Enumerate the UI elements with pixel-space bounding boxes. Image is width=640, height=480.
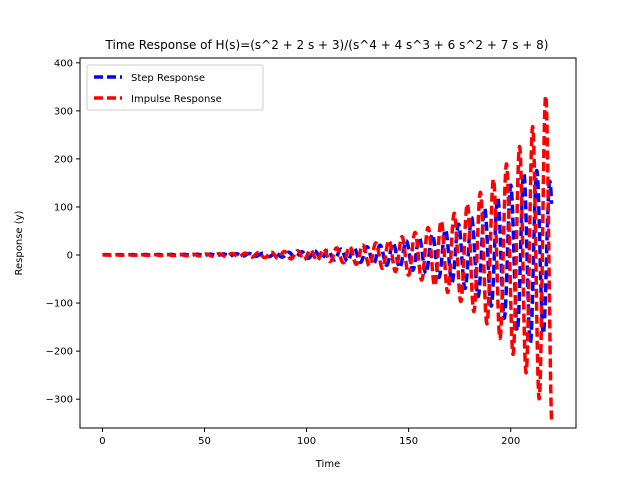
y-axis-label: Response (y) bbox=[14, 210, 25, 275]
x-tick-label: 50 bbox=[198, 436, 211, 447]
y-tick-label: −200 bbox=[46, 347, 73, 358]
y-tick-label: 0 bbox=[67, 251, 73, 262]
x-tick-label: 0 bbox=[99, 436, 105, 447]
y-tick-label: 200 bbox=[54, 154, 73, 165]
x-tick-label: 150 bbox=[399, 436, 418, 447]
plot-area bbox=[100, 94, 554, 420]
legend: Step Response Impulse Response bbox=[86, 64, 264, 111]
legend-label-step: Step Response bbox=[131, 73, 205, 84]
y-tick-label: 400 bbox=[54, 58, 73, 69]
legend-label-impulse: Impulse Response bbox=[131, 94, 222, 105]
x-axis-ticks: 0 50 100 150 200 bbox=[99, 428, 520, 447]
y-tick-label: −100 bbox=[46, 299, 73, 310]
legend-box bbox=[86, 64, 264, 111]
x-tick-label: 100 bbox=[297, 436, 316, 447]
x-axis-label: Time bbox=[315, 459, 340, 470]
axes-frame bbox=[79, 57, 577, 429]
y-tick-label: 100 bbox=[54, 202, 73, 213]
impulse-response-line bbox=[100, 94, 554, 420]
y-axis-ticks: −300 −200 −100 0 100 200 300 400 bbox=[46, 58, 80, 406]
y-tick-label: 300 bbox=[54, 106, 73, 117]
chart-title: Time Response of H(s)=(s^2 + 2 s + 3)/(s… bbox=[105, 38, 549, 52]
x-tick-label: 200 bbox=[501, 436, 520, 447]
y-tick-label: −300 bbox=[46, 395, 73, 406]
